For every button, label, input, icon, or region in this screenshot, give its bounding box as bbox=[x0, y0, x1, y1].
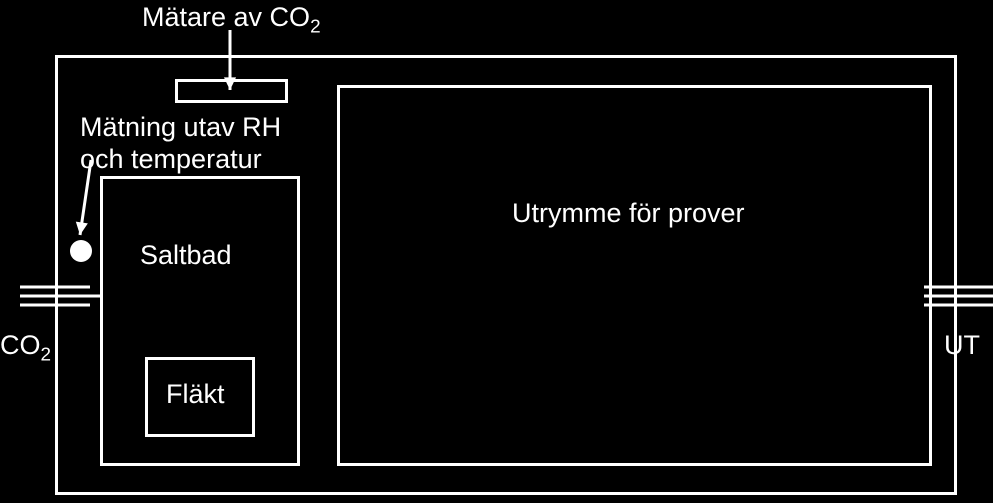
rh-temp-label-line2: och temperatur bbox=[80, 144, 262, 175]
co2-meter-label: Mätare av CO2 bbox=[142, 2, 321, 38]
sample-space-label: Utrymme för prover bbox=[512, 198, 745, 229]
saltbath-label: Saltbad bbox=[140, 240, 232, 271]
air-outlet-label: UT bbox=[944, 330, 980, 361]
rh-temp-label-line1: Mätning utav RH bbox=[80, 112, 281, 143]
sample-space-box bbox=[337, 85, 932, 466]
co2-inlet-flow-icon bbox=[20, 285, 104, 310]
co2-inlet-label: CO2 bbox=[0, 330, 51, 366]
fan-label: Fläkt bbox=[166, 379, 225, 410]
air-outlet-flow-icon bbox=[924, 285, 993, 310]
